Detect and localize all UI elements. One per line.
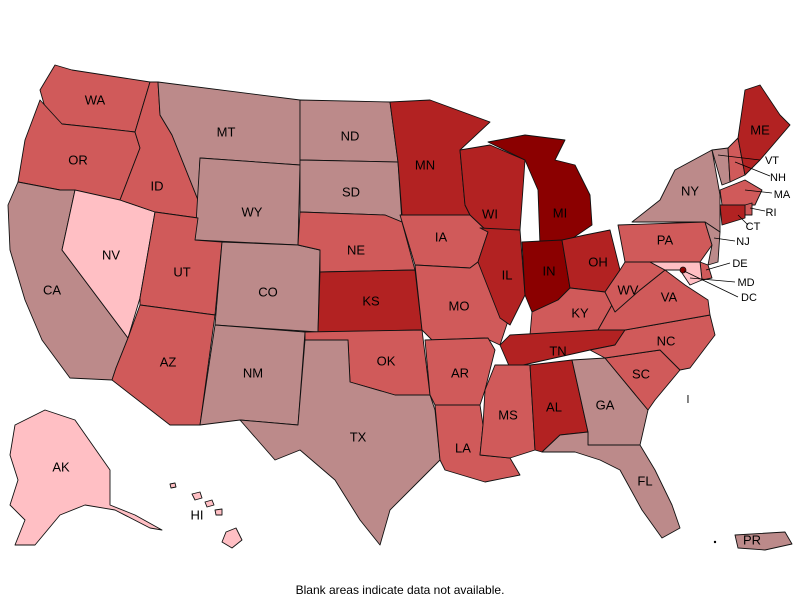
label-IA: IA (435, 229, 448, 244)
label-NJ: NJ (736, 236, 749, 248)
state-PR[interactable] (734, 531, 793, 551)
label-OK: OK (377, 353, 396, 368)
stray-mark: l (687, 394, 689, 406)
label-NM: NM (243, 365, 263, 380)
state-LA[interactable] (434, 404, 521, 483)
label-CO: CO (258, 284, 278, 299)
label-KS: KS (362, 293, 380, 308)
label-FL: FL (637, 473, 652, 488)
label-VA: VA (661, 289, 678, 304)
label-SC: SC (632, 366, 650, 381)
label-SD: SD (342, 184, 360, 199)
label-DE: DE (732, 258, 747, 270)
state-MD[interactable] (649, 261, 703, 286)
leader-line-ct (737, 214, 749, 226)
label-AR: AR (451, 365, 469, 380)
state-TX[interactable] (239, 339, 441, 546)
state-PA[interactable] (617, 221, 713, 263)
label-LA: LA (455, 440, 471, 455)
label-MN: MN (415, 157, 435, 172)
keys-dot (713, 540, 717, 544)
label-AK: AK (52, 459, 70, 474)
state-WY[interactable] (194, 157, 301, 246)
label-NE: NE (347, 242, 365, 257)
label-TX: TX (350, 429, 367, 444)
label-MS: MS (498, 407, 518, 422)
label-RI: RI (766, 207, 777, 219)
state-DC[interactable] (679, 266, 687, 274)
leader-line-dc (683, 270, 739, 298)
label-IL: IL (502, 267, 513, 282)
state-NY[interactable] (631, 149, 721, 233)
label-AL: AL (546, 399, 562, 414)
state-NJ[interactable] (704, 221, 721, 266)
label-WV: WV (618, 282, 639, 297)
label-OR: OR (68, 152, 88, 167)
leader-line-nh (734, 161, 771, 177)
state-CT[interactable] (719, 204, 746, 226)
state-NC[interactable] (589, 314, 716, 371)
state-RI[interactable] (744, 202, 753, 216)
label-IN: IN (543, 263, 556, 278)
leader-line-ri (749, 207, 766, 212)
label-CA: CA (43, 282, 61, 297)
label-WY: WY (242, 204, 263, 219)
label-ME: ME (750, 122, 770, 137)
leader-line-ma (744, 189, 773, 194)
label-NH: NH (770, 172, 786, 184)
label-WI: WI (482, 206, 498, 221)
label-CT: CT (746, 221, 761, 233)
label-MA: MA (774, 189, 791, 201)
label-MT: MT (217, 124, 236, 139)
label-MD: MD (737, 277, 754, 289)
state-FL[interactable] (541, 431, 681, 539)
state-IL[interactable] (477, 227, 526, 326)
label-WA: WA (85, 92, 106, 107)
label-OH: OH (588, 254, 608, 269)
label-KY: KY (571, 305, 589, 320)
label-PA: PA (657, 232, 674, 247)
label-NC: NC (657, 333, 676, 348)
label-PR: PR (743, 532, 761, 547)
label-HI: HI (191, 507, 204, 522)
label-ID: ID (151, 178, 164, 193)
leader-line-md (689, 277, 736, 283)
state-AZ[interactable] (111, 304, 216, 426)
state-ME[interactable] (737, 84, 791, 176)
state-AK[interactable] (9, 409, 163, 546)
state-MI[interactable] (487, 134, 593, 246)
label-UT: UT (173, 264, 190, 279)
label-AZ: AZ (160, 354, 177, 369)
label-VT: VT (765, 155, 779, 167)
leader-line-de (705, 262, 731, 271)
state-HI-islands[interactable] (169, 482, 223, 516)
state-HI-main[interactable] (221, 527, 243, 549)
label-ND: ND (341, 128, 360, 143)
leader-line-vt (717, 154, 761, 161)
state-MA[interactable] (719, 179, 763, 206)
footnote-text: Blank areas indicate data not available. (295, 583, 505, 597)
label-DC: DC (741, 292, 757, 304)
label-TN: TN (549, 343, 566, 358)
leader-line-nj (713, 237, 736, 242)
label-NY: NY (681, 183, 699, 198)
label-MO: MO (449, 298, 470, 313)
label-GA: GA (596, 397, 615, 412)
label-NV: NV (102, 247, 120, 262)
state-AR[interactable] (424, 337, 496, 406)
label-MI: MI (553, 205, 567, 220)
